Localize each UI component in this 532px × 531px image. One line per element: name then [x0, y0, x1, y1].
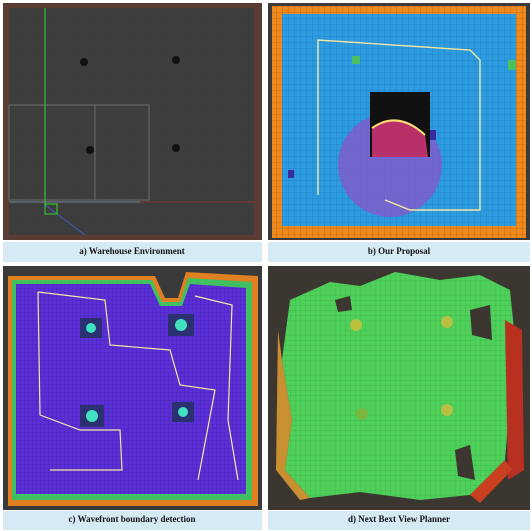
panel-d: d) Next Bext View Planner [268, 266, 530, 530]
edge [276, 330, 310, 500]
path [194, 295, 239, 481]
panel-c: c) Wavefront boundary detection [3, 266, 262, 530]
pillar [441, 316, 453, 328]
pillar [350, 319, 362, 331]
cell [288, 170, 294, 178]
explored-area [282, 272, 515, 500]
caption: a) Warehouse Environment [79, 246, 185, 256]
obstacle-core [86, 410, 98, 422]
caption-bg [268, 242, 530, 262]
caption: b) Our Proposal [368, 246, 431, 256]
hole [335, 296, 352, 312]
obstacle-core [86, 323, 96, 333]
caption: d) Next Bext View Planner [348, 514, 450, 524]
pillar [172, 144, 180, 152]
explored-area [372, 120, 428, 157]
panel-b: b) Our Proposal [268, 3, 530, 262]
path [317, 39, 481, 211]
pillar [80, 58, 88, 66]
map [16, 284, 246, 494]
grid-block [8, 104, 150, 201]
path [37, 291, 123, 471]
cell [352, 56, 360, 64]
caption-bg [3, 242, 262, 262]
hole [455, 445, 475, 480]
pillar [86, 146, 94, 154]
grid [9, 8, 254, 235]
panel-a: a) Warehouse Environment [3, 3, 262, 262]
caption-bg [3, 511, 262, 530]
axis-z [44, 204, 86, 236]
cell [508, 60, 516, 70]
cell [430, 130, 436, 140]
hole [470, 305, 492, 340]
edge [505, 320, 524, 480]
obstacle-core [175, 319, 187, 331]
caption-bg [268, 511, 530, 530]
pillar [172, 56, 180, 64]
edge [470, 460, 512, 503]
path [37, 291, 216, 481]
obstacle-core [178, 407, 188, 417]
pillar [441, 404, 453, 416]
frontier [371, 119, 426, 136]
robot [44, 203, 58, 215]
pillar [356, 408, 368, 420]
caption: c) Wavefront boundary detection [69, 514, 196, 524]
